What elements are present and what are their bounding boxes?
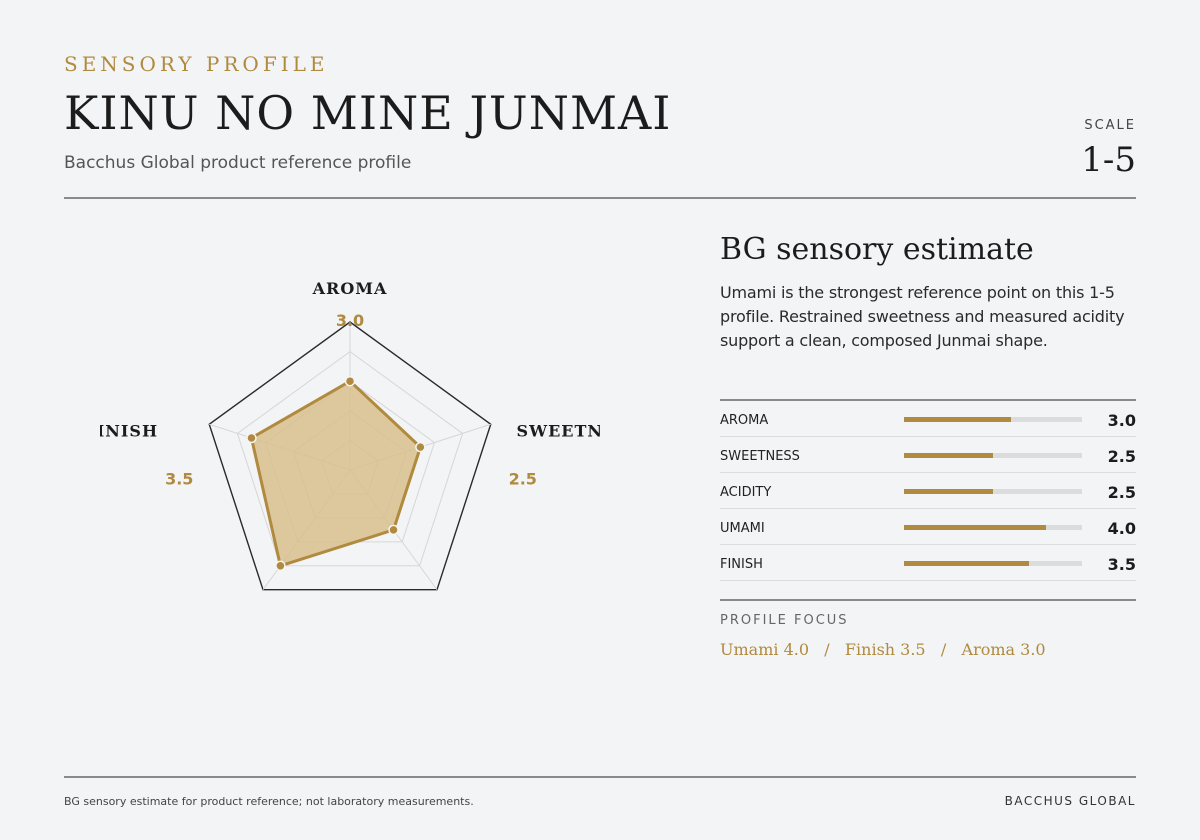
footer-divider [64,776,1136,778]
bar-value: 3.5 [1107,555,1136,574]
bar-fill [904,561,1029,566]
header-divider [64,197,1136,199]
scale-value: 1-5 [1081,140,1136,180]
profile-focus-text: Umami 4.0 / Finish 3.5 / Aroma 3.0 [720,640,1046,659]
radar-data-area [249,379,422,568]
bar-value: 2.5 [1107,447,1136,466]
bar-track [904,561,1082,566]
panel-description: Umami is the strongest reference point o… [720,283,1125,350]
radar-grid-ring [236,350,464,567]
bar-label: AROMA [720,413,769,428]
bar-label: ACIDITY [720,485,772,500]
footer-brand: BACCHUS GLOBAL [1004,794,1136,808]
scale-label: SCALE [1084,118,1136,133]
bar-value: 2.5 [1107,483,1136,502]
bar-row-umami: UMAMI 4.0 [720,509,1136,545]
bar-track [904,525,1082,530]
bars-divider [720,399,1136,401]
radar-data-point [246,432,257,444]
bar-label: UMAMI [720,521,765,536]
bar-label: SWEETNESS [720,449,800,464]
radar-data-point [344,375,356,387]
bar-track [904,417,1082,422]
estimate-panel: BG sensory estimate Umami is the stronge… [720,232,1136,353]
bar-fill [904,453,993,458]
radar-outer-ring [208,321,492,591]
eyebrow-label: SENSORY PROFILE [64,52,329,76]
focus-divider [720,599,1136,601]
score-bars: AROMA 3.0 SWEETNESS 2.5 ACIDITY 2.5 UMAM… [720,399,1136,581]
radar-data-point [415,441,426,453]
page-subtitle: Bacchus Global product reference profile [64,153,412,173]
bar-fill [904,525,1047,530]
radar-axis-label: FINISH [100,421,158,440]
bar-row-sweetness: SWEETNESS 2.5 [720,437,1136,473]
radar-data-point [275,560,286,572]
bar-label: FINISH [720,557,763,572]
radar-value-label: 3.5 [165,469,193,488]
bar-row-finish: FINISH 3.5 [720,545,1136,581]
panel-title: BG sensory estimate [720,232,1034,267]
bar-value: 3.0 [1107,411,1136,430]
radar-data-point [388,524,399,536]
page-title: KINU NO MINE JUNMAI [64,86,672,140]
bar-track [904,453,1082,458]
bar-fill [904,417,1011,422]
radar-axis-label: AROMA [312,279,388,298]
radar-axis-label: SWEETNESS [517,421,600,440]
bar-row-acidity: ACIDITY 2.5 [720,473,1136,509]
bar-fill [904,489,993,494]
bar-track [904,489,1082,494]
bar-value: 4.0 [1107,519,1136,538]
radar-chart: AROMA3.0SWEETNESS2.5ACIDITY2.5UMAMI4.0FI… [100,279,600,591]
radar-value-label: 3.0 [336,311,364,330]
bar-row-aroma: AROMA 3.0 [720,401,1136,437]
radar-value-label: 2.5 [509,469,537,488]
profile-focus-label: PROFILE FOCUS [720,613,849,628]
footer-note: BG sensory estimate for product referenc… [64,795,474,808]
